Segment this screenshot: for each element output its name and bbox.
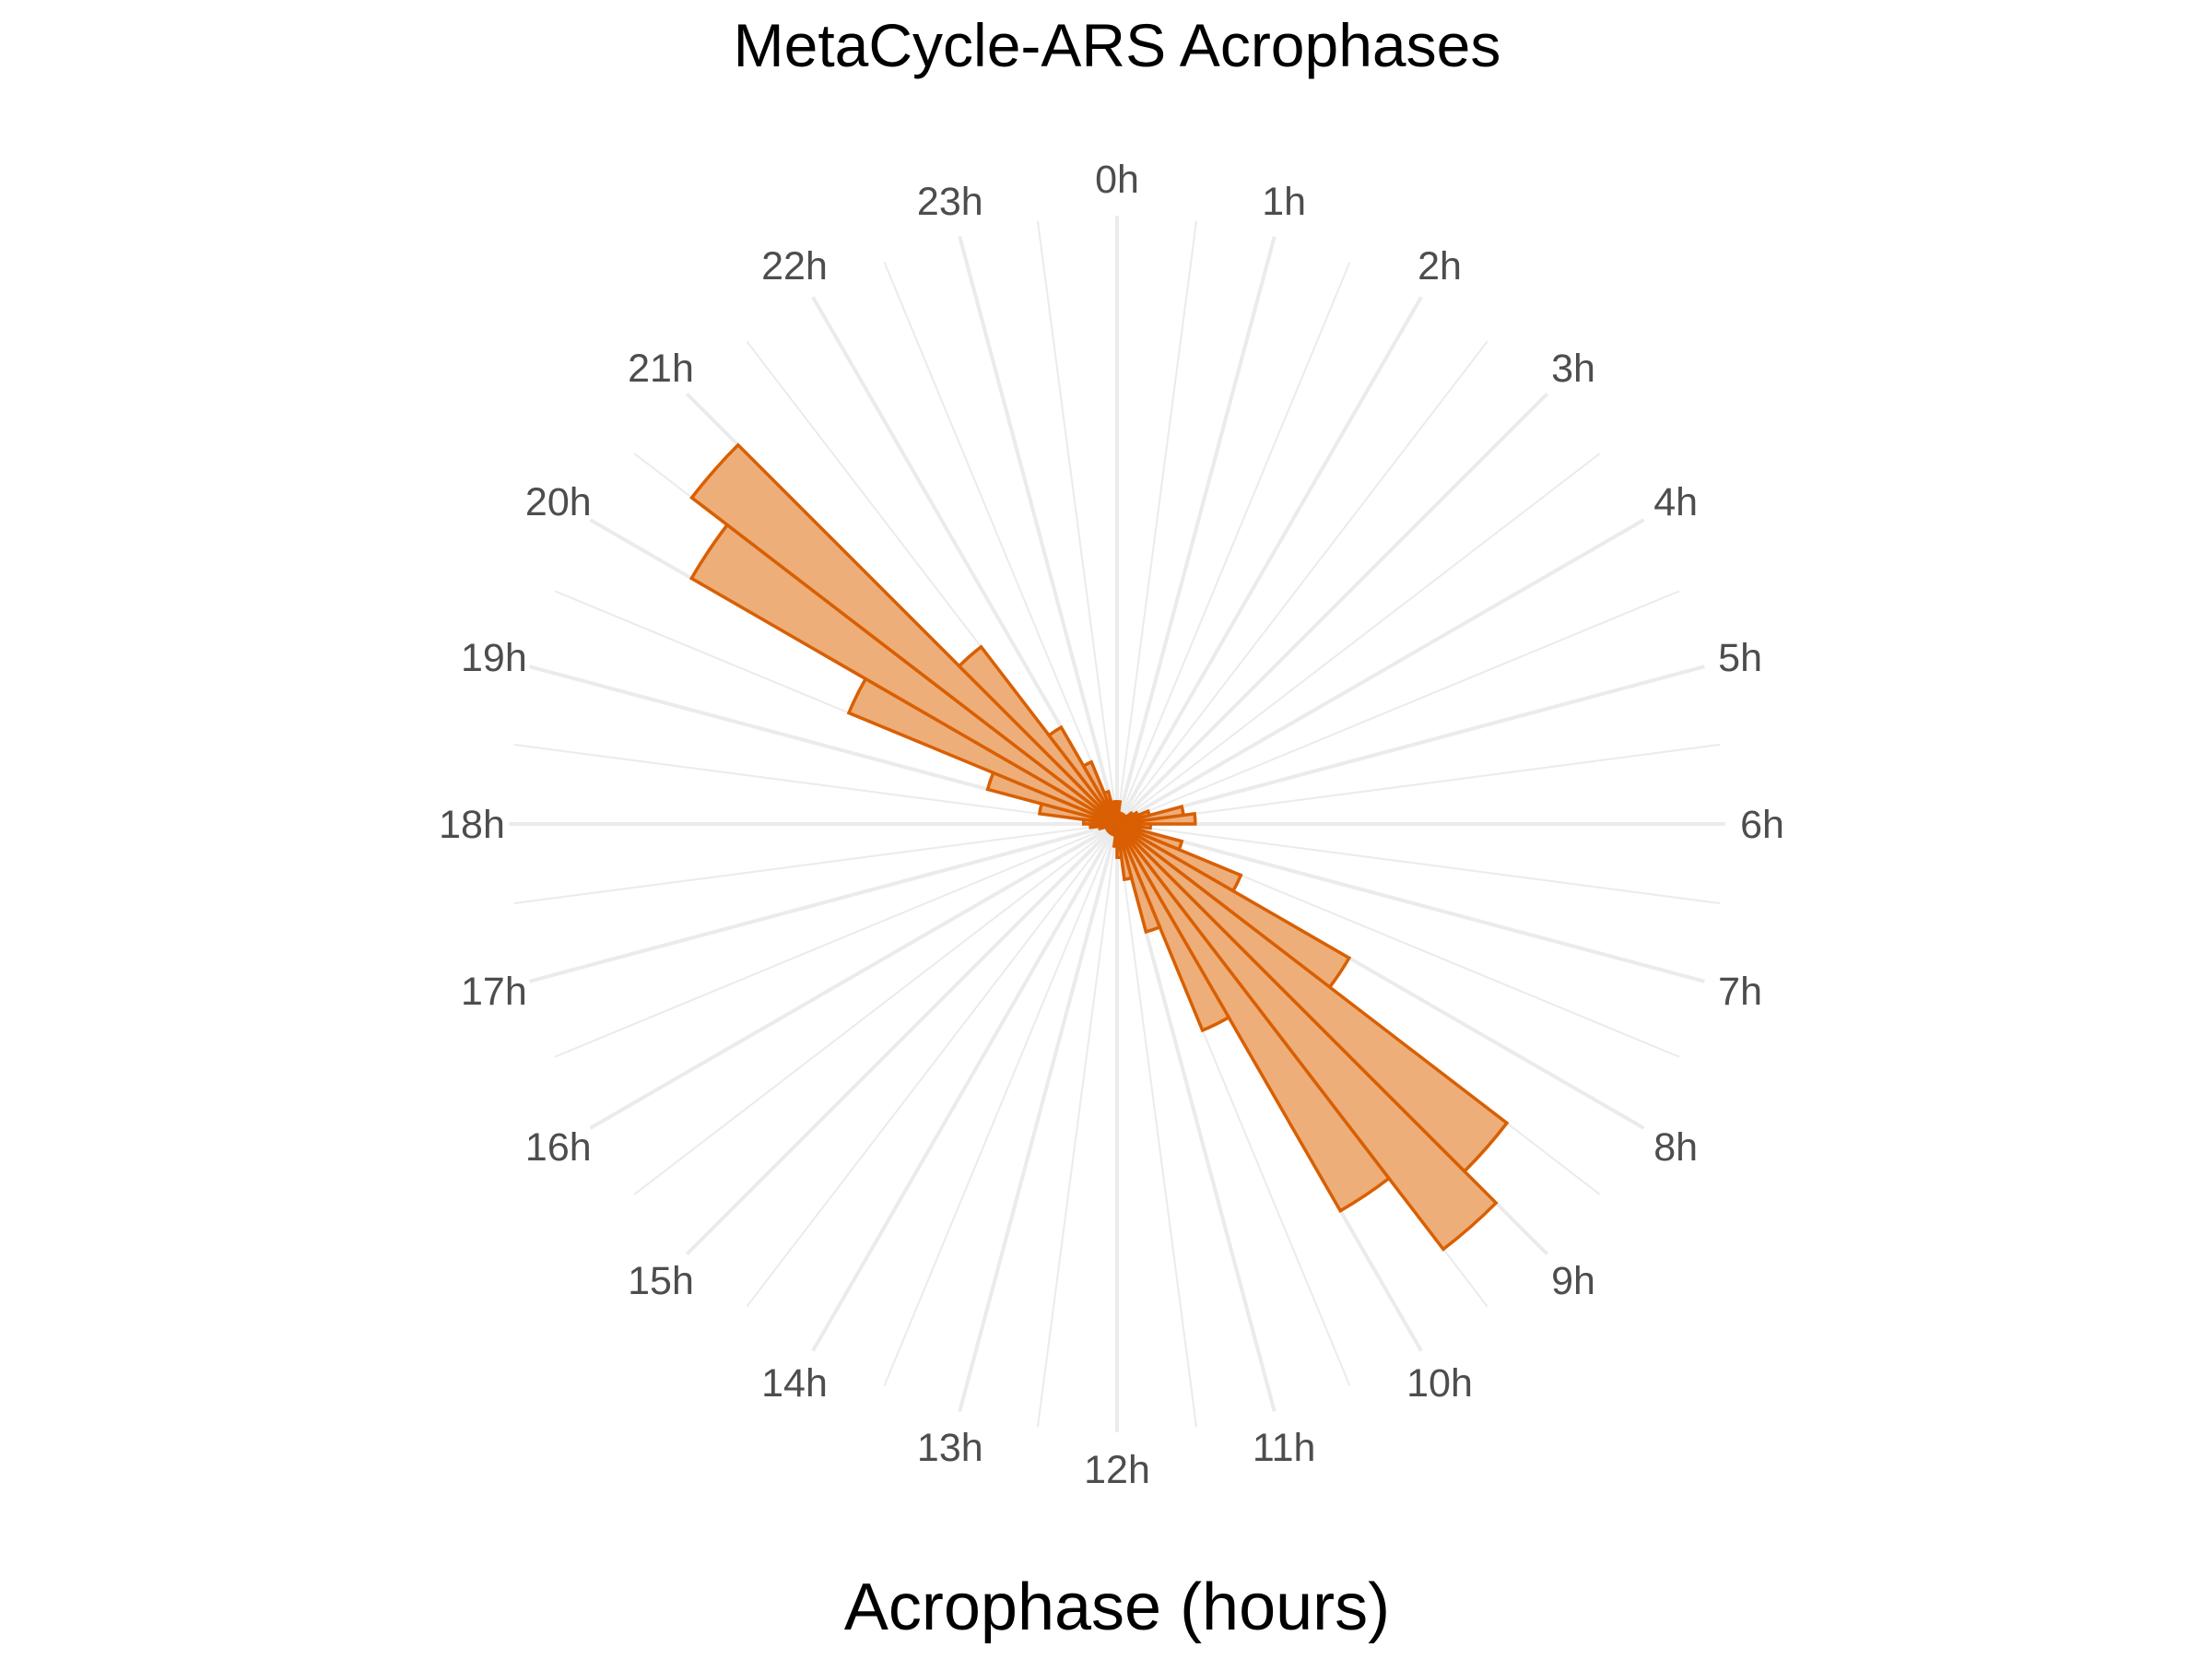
grid-line-minor xyxy=(633,823,1118,1195)
grid-line-minor xyxy=(1116,823,1721,905)
bar-bin-21 xyxy=(957,644,1119,826)
bar-bin-5-5 xyxy=(1116,811,1197,826)
grid-line-minor xyxy=(1116,220,1198,825)
bar-bin-23-5 xyxy=(1113,811,1119,825)
grid-line-major xyxy=(1116,822,1706,983)
bar-bin-9-5 xyxy=(1115,822,1392,1214)
bar-bin-10-5 xyxy=(1115,823,1162,935)
tick-label-12h: 12h xyxy=(1084,1448,1150,1492)
grid-line-minor xyxy=(883,823,1118,1387)
grid-line-minor xyxy=(513,823,1118,905)
grid-line-minor xyxy=(1116,453,1601,825)
bar-bin-22 xyxy=(1081,759,1119,825)
tick-label-18h: 18h xyxy=(439,803,505,847)
tick-label-15h: 15h xyxy=(628,1259,694,1303)
tick-label-3h: 3h xyxy=(1551,347,1595,391)
tick-label-13h: 13h xyxy=(917,1426,983,1470)
polar-grid xyxy=(509,216,1725,1432)
grid-line-minor xyxy=(513,743,1118,825)
tick-label-0h: 0h xyxy=(1095,158,1139,202)
tick-label-20h: 20h xyxy=(525,480,592,524)
tick-label-6h: 6h xyxy=(1740,803,1784,847)
grid-line-minor xyxy=(1036,823,1118,1428)
grid-line-major xyxy=(589,822,1118,1130)
tick-label-1h: 1h xyxy=(1262,180,1306,224)
tick-label-23h: 23h xyxy=(917,180,983,224)
tick-label-17h: 17h xyxy=(461,970,527,1014)
grid-line-minor xyxy=(554,823,1118,1058)
grid-line-major xyxy=(528,822,1118,983)
grid-line-major xyxy=(1116,665,1706,826)
grid-line-major xyxy=(685,822,1119,1256)
bar-bin-20-5 xyxy=(689,442,1119,826)
tick-label-16h: 16h xyxy=(525,1125,592,1170)
grid-line-minor xyxy=(1116,590,1680,825)
grid-line-major xyxy=(958,823,1119,1413)
grid-line-major xyxy=(1115,235,1277,825)
tick-label-14h: 14h xyxy=(761,1361,828,1406)
tick-label-4h: 4h xyxy=(1653,480,1698,524)
tick-label-7h: 7h xyxy=(1718,970,1762,1014)
grid-line-minor xyxy=(746,823,1118,1308)
tick-labels-group: 0h 1h 2h 3h 4h 5h 6h 7h 8h 9h 10h 11h 12h 13h 14h 15h 16… xyxy=(439,158,1784,1492)
grid-line-major xyxy=(1116,518,1645,826)
bar-bin-9 xyxy=(1115,822,1499,1252)
bar-bin-21-5 xyxy=(1046,724,1119,826)
tick-label-21h: 21h xyxy=(628,347,694,391)
tick-label-5h: 5h xyxy=(1718,636,1762,680)
tick-label-9h: 9h xyxy=(1551,1259,1595,1303)
tick-label-19h: 19h xyxy=(461,636,527,680)
grid-line-minor xyxy=(1116,823,1198,1428)
tick-label-22h: 22h xyxy=(761,244,828,288)
grid-line-minor xyxy=(1116,743,1721,825)
grid-line-minor xyxy=(1116,340,1488,825)
grid-line-major xyxy=(958,235,1119,825)
bars-group xyxy=(688,442,1510,1252)
tick-label-8h: 8h xyxy=(1653,1125,1698,1170)
chart-title: MetaCycle-ARS Acrophases xyxy=(734,11,1501,79)
grid-line-minor xyxy=(1036,220,1118,825)
tick-label-2h: 2h xyxy=(1418,244,1462,288)
tick-label-11h: 11h xyxy=(1253,1426,1316,1470)
bar-bin-10 xyxy=(1115,823,1231,1033)
grid-line-major xyxy=(811,823,1119,1352)
tick-label-10h: 10h xyxy=(1406,1361,1473,1406)
bar-bin-11 xyxy=(1115,823,1134,882)
grid-line-minor xyxy=(883,261,1118,825)
grid-line-major xyxy=(1115,392,1549,826)
grid-line-minor xyxy=(1116,261,1351,825)
x-axis-label: Acrophase (hours) xyxy=(844,1571,1390,1644)
grid-line-major xyxy=(1115,296,1423,825)
